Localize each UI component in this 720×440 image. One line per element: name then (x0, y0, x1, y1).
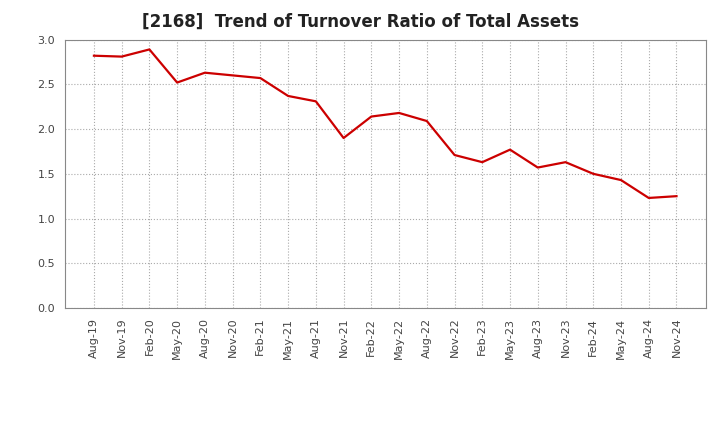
Text: [2168]  Trend of Turnover Ratio of Total Assets: [2168] Trend of Turnover Ratio of Total … (142, 13, 578, 31)
